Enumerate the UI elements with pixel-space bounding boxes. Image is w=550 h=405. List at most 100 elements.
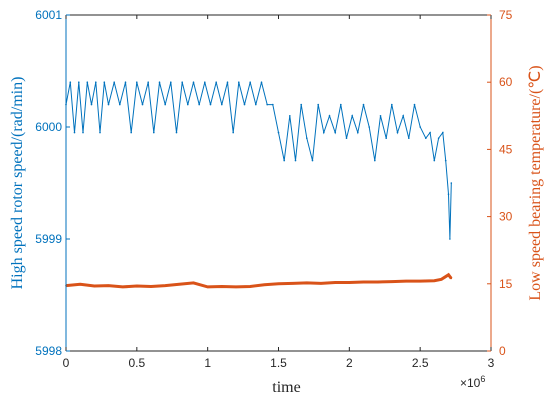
rotor-speed-point <box>221 103 223 106</box>
x-tick-label: 3 <box>488 356 495 370</box>
bearing-temperature-point <box>376 281 379 283</box>
rotor-speed-point <box>243 103 246 106</box>
rotor-speed-point <box>249 81 251 83</box>
x-axis-multiplier-exponent: 6 <box>480 374 485 384</box>
rotor-speed-point <box>283 159 286 162</box>
rotor-speed-point <box>277 131 280 134</box>
axes-layer: 0 0.5 1 1.5 2 2.5 3 5998 5999 6000 6001 0 15 30 45 60 75 <box>35 8 512 370</box>
rotor-speed-point <box>362 103 365 106</box>
rotor-speed-point <box>266 103 269 106</box>
rotor-speed-point <box>198 103 200 106</box>
rotor-speed-point <box>317 103 320 106</box>
x-axis-multiplier-base: ×10 <box>460 376 481 390</box>
rotor-speed-point <box>379 115 382 117</box>
rotor-speed-point <box>78 81 80 83</box>
bearing-temperature-point <box>93 285 96 287</box>
rotor-speed-point <box>119 103 121 106</box>
rotor-speed-point <box>204 81 206 83</box>
rotor-speed-point <box>107 103 110 106</box>
rotor-speed-point <box>136 81 138 83</box>
rotor-speed-point <box>444 159 447 162</box>
rotor-speed-point <box>340 103 342 106</box>
rotor-speed-point <box>141 103 144 106</box>
bearing-temperature-point <box>334 281 337 284</box>
rotor-speed-point <box>306 137 308 139</box>
x-tick-label: 0.5 <box>128 356 145 370</box>
rotor-speed-point <box>391 103 393 106</box>
bearing-temperature-point <box>433 279 436 282</box>
bearing-temperature-point <box>306 282 308 284</box>
bearing-temperature-point <box>348 281 351 284</box>
rotor-speed-point <box>82 131 84 134</box>
rotor-speed-point <box>124 81 127 83</box>
rotor-speed-point <box>442 131 444 134</box>
rotor-speed-point <box>86 81 89 83</box>
x-tick-label: 2.5 <box>412 356 429 370</box>
bearing-temperature-point <box>291 282 294 285</box>
rotor-speed-point <box>272 103 274 106</box>
y-right-tick-label: 15 <box>499 277 513 291</box>
rotor-speed-point <box>130 131 132 134</box>
y-right-tick-label: 30 <box>499 210 513 224</box>
rotor-speed-point <box>255 103 257 106</box>
rotor-speed-point <box>164 103 166 106</box>
y-right-tick-label: 75 <box>499 8 513 22</box>
y-left-tick-label: 5999 <box>35 232 62 246</box>
rotor-speed-point <box>158 81 161 83</box>
rotor-speed-point <box>294 159 297 162</box>
rotor-speed-point <box>226 81 229 83</box>
bearing-temperature-point <box>150 285 152 288</box>
rotor-speed-point <box>351 115 354 117</box>
rotor-speed-point <box>209 103 212 106</box>
rotor-speed-point <box>238 81 240 83</box>
rotor-speed-point <box>328 115 331 117</box>
bearing-temperature-point <box>450 277 453 280</box>
rotor-speed-point <box>95 81 97 83</box>
y-axis-left-label: High speed rotor speed/(rad/min) <box>9 77 26 290</box>
x-tick-label: 0 <box>63 356 70 370</box>
x-tick-label: 2 <box>346 356 353 370</box>
rotor-speed-point <box>187 103 189 106</box>
rotor-speed-point <box>175 131 178 134</box>
rotor-speed-point <box>345 137 348 139</box>
bearing-temperature-point <box>178 283 181 286</box>
rotor-speed-point <box>402 115 405 117</box>
bearing-temperature-point <box>206 286 209 288</box>
rotor-speed-point <box>449 238 451 240</box>
rotor-speed-point <box>147 81 149 83</box>
rotor-speed-point <box>368 126 371 128</box>
rotor-speed-point <box>99 131 101 134</box>
rotor-speed-point <box>413 103 416 106</box>
rotor-speed-point <box>103 81 106 83</box>
rotor-speed-point <box>429 131 431 134</box>
bearing-temperature-point <box>121 286 124 288</box>
bearing-temperature-point <box>419 280 422 282</box>
rotor-speed-point <box>73 131 76 134</box>
bearing-temperature-point <box>107 284 110 287</box>
rotor-speed-point <box>323 131 325 134</box>
rotor-speed-point <box>450 182 453 184</box>
bearing-temperature-point <box>249 285 251 288</box>
x-axis-label: time <box>272 379 300 396</box>
y-right-tick-label: 45 <box>499 142 513 156</box>
rotor-speed-point <box>181 81 183 83</box>
rotor-speed-point <box>153 131 155 134</box>
bearing-temperature-point <box>263 283 266 286</box>
y-left-tick-label: 6000 <box>35 120 62 134</box>
bearing-temperature-point <box>362 281 365 283</box>
x-tick-label: 1 <box>204 356 211 370</box>
y-right-tick-label: 60 <box>499 75 513 89</box>
rotor-speed-point <box>232 131 234 134</box>
rotor-speed-point <box>433 159 436 162</box>
rotor-speed-point <box>334 131 337 134</box>
bearing-temperature-point <box>440 278 443 281</box>
rotor-speed-point <box>311 159 314 162</box>
bearing-temperature-point <box>235 286 237 288</box>
rotor-speed-series-line <box>65 82 452 240</box>
series-layer <box>65 81 453 289</box>
bearing-temperature-point <box>136 285 138 287</box>
bearing-temperature-point <box>391 280 393 283</box>
bearing-temperature-point <box>405 280 407 282</box>
y-left-tick-label: 6001 <box>35 8 62 22</box>
rotor-speed-point <box>170 81 172 83</box>
